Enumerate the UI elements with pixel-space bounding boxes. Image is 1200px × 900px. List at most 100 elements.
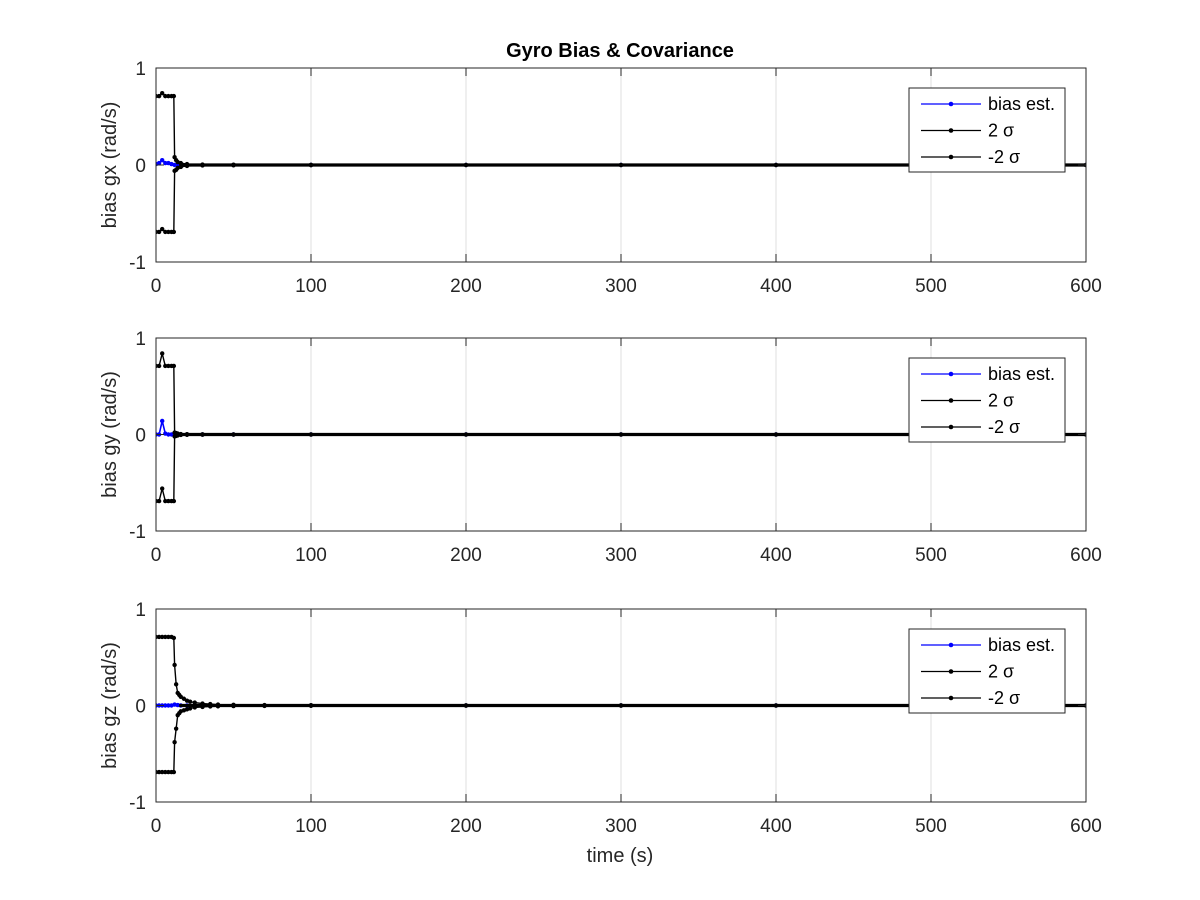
legend-label: 2 σ — [988, 662, 1014, 682]
series-point — [171, 363, 177, 369]
y-tick-label: 0 — [135, 426, 146, 447]
x-tick-label: 600 — [1070, 545, 1102, 566]
x-tick-label: 300 — [605, 816, 637, 837]
legend-label: 2 σ — [988, 121, 1014, 141]
series-point — [163, 160, 168, 166]
legend: bias est. 2 σ -2 σ — [908, 87, 1066, 173]
x-tick-label: 100 — [295, 816, 327, 837]
y-tick-label: 0 — [135, 697, 146, 718]
series-point — [187, 706, 193, 711]
series-group — [156, 351, 1086, 504]
y-tick-label: -1 — [129, 522, 146, 543]
series-point — [163, 498, 168, 504]
series-point — [166, 229, 171, 235]
legend-marker — [948, 695, 954, 701]
legend-box — [908, 87, 1066, 173]
x-tick-label: 500 — [915, 545, 947, 566]
series-point — [163, 769, 168, 775]
series-point — [156, 634, 162, 640]
series-point — [172, 739, 177, 745]
x-tick-label: 200 — [450, 545, 482, 566]
legend-marker — [948, 642, 954, 648]
series-point — [171, 769, 177, 775]
series-point — [187, 699, 193, 704]
legend-marker — [948, 154, 954, 160]
series-point — [163, 363, 168, 369]
series-point — [156, 769, 162, 775]
x-tick-label: 0 — [151, 276, 162, 297]
series-point — [166, 634, 171, 640]
series-point — [172, 162, 177, 168]
chart-title: Gyro Bias & Covariance — [506, 40, 734, 62]
series-point — [166, 703, 171, 708]
legend-marker — [948, 669, 954, 674]
y-axis-label: bias gz (rad/s) — [99, 642, 121, 769]
series-point — [166, 498, 171, 504]
legend-marker — [948, 424, 954, 430]
series-point — [172, 662, 177, 668]
y-axis-label: bias gy (rad/s) — [99, 371, 121, 498]
series-point — [171, 635, 177, 641]
legend-marker — [948, 398, 954, 403]
x-tick-label: 600 — [1070, 276, 1102, 297]
series-point — [163, 229, 168, 235]
legend-label: -2 σ — [988, 147, 1020, 167]
series-point — [156, 160, 162, 166]
legend-label: -2 σ — [988, 688, 1020, 708]
y-tick-label: -1 — [129, 793, 146, 814]
x-tick-label: 200 — [450, 276, 482, 297]
series-point — [171, 498, 177, 504]
series-point — [163, 634, 168, 640]
series-point — [171, 229, 177, 235]
y-tick-label: -1 — [129, 253, 146, 274]
series-point — [166, 363, 171, 369]
legend-label: 2 σ — [988, 391, 1014, 411]
series-point — [166, 93, 171, 99]
series-point — [160, 226, 165, 232]
y-tick-label: 1 — [135, 600, 146, 621]
series-point — [156, 363, 162, 369]
x-tick-label: 0 — [151, 545, 162, 566]
series-point — [160, 418, 165, 424]
x-tick-label: 400 — [760, 816, 792, 837]
x-tick-label: 600 — [1070, 816, 1102, 837]
x-tick-label: 200 — [450, 816, 482, 837]
y-tick-label: 1 — [135, 329, 146, 350]
series-point — [156, 229, 162, 235]
series-point — [171, 93, 177, 99]
x-tick-label: 400 — [760, 276, 792, 297]
series-point — [160, 486, 165, 491]
series-point — [163, 93, 168, 99]
y-tick-label: 0 — [135, 156, 146, 177]
legend-label: bias est. — [988, 364, 1055, 384]
legend-label: bias est. — [988, 94, 1055, 114]
x-tick-label: 100 — [295, 276, 327, 297]
series-point — [173, 726, 179, 731]
series-point — [160, 91, 165, 96]
y-axis-label: bias gx (rad/s) — [99, 102, 121, 229]
x-tick-label: 500 — [915, 276, 947, 297]
series-point — [192, 700, 197, 705]
series-point — [156, 93, 162, 99]
series-point — [160, 634, 165, 640]
x-tick-label: 300 — [605, 545, 637, 566]
x-tick-label: 400 — [760, 545, 792, 566]
series-point — [166, 432, 171, 437]
series-point — [160, 351, 165, 356]
legend-marker — [948, 128, 954, 133]
x-tick-label: 300 — [605, 276, 637, 297]
legend-marker — [948, 101, 954, 107]
legend: bias est. 2 σ -2 σ — [908, 357, 1066, 443]
series-point — [160, 157, 165, 163]
x-tick-label: 500 — [915, 816, 947, 837]
series-point — [173, 682, 179, 687]
series-point — [160, 769, 165, 775]
y-tick-label: 1 — [135, 59, 146, 80]
x-tick-label: 0 — [151, 816, 162, 837]
series-point — [163, 703, 168, 708]
series-point — [166, 769, 171, 775]
